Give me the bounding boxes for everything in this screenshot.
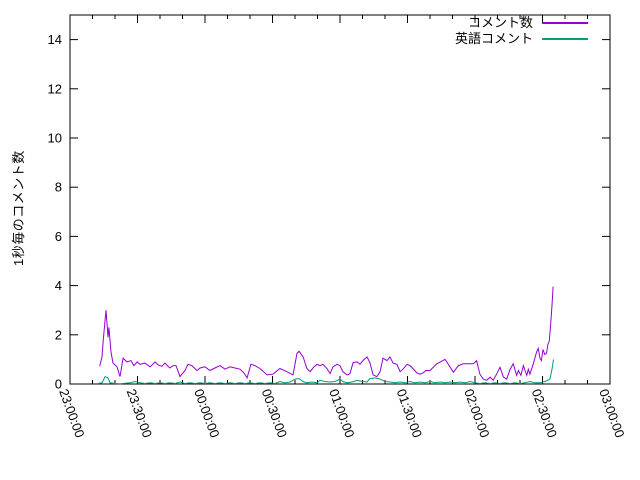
y-tick-label: 14 xyxy=(48,32,62,47)
x-tick-label: 00:30:00 xyxy=(259,387,290,440)
y-axis-title: 1秒毎のコメント数 xyxy=(11,150,26,266)
y-tick-label: 12 xyxy=(48,81,62,96)
x-tick-label: 01:00:00 xyxy=(326,387,357,440)
x-tick-label: 23:00:00 xyxy=(56,387,87,440)
x-tick-label: 00:00:00 xyxy=(191,387,222,440)
axes xyxy=(69,14,611,385)
y-tick-label: 0 xyxy=(55,377,62,392)
y-tick-label: 8 xyxy=(55,180,62,195)
series-line-2 xyxy=(97,359,554,385)
x-tick-label: 02:00:00 xyxy=(461,387,492,440)
legend-label-english-comments: 英語コメント xyxy=(454,31,533,46)
y-tick-label: 2 xyxy=(55,327,62,342)
x-tick-label: 23:30:00 xyxy=(124,387,155,440)
x-tick-label: 03:00:00 xyxy=(596,387,627,440)
legend-item-comments: コメント数 xyxy=(455,15,588,31)
x-tick-label: 02:30:00 xyxy=(529,387,560,440)
legend-label-comments: コメント数 xyxy=(467,15,533,30)
plot-border xyxy=(69,14,611,385)
y-tick-label: 6 xyxy=(55,229,62,244)
legend-line-comments-icon xyxy=(542,22,588,24)
series-line-1 xyxy=(99,286,554,382)
tick-labels: 0 2 4 6 8 10 12 14 23:00:00 23:30:00 00:00:00 00:30… xyxy=(48,32,628,439)
y-tick-label: 4 xyxy=(55,278,62,293)
x-tick-label: 01:30:00 xyxy=(394,387,425,440)
y-tick-label: 10 xyxy=(48,131,62,146)
legend-line-english-comments-icon xyxy=(542,38,588,40)
legend-item-english-comments: 英語コメント xyxy=(455,31,588,47)
legend: コメント数 英語コメント xyxy=(455,15,588,47)
